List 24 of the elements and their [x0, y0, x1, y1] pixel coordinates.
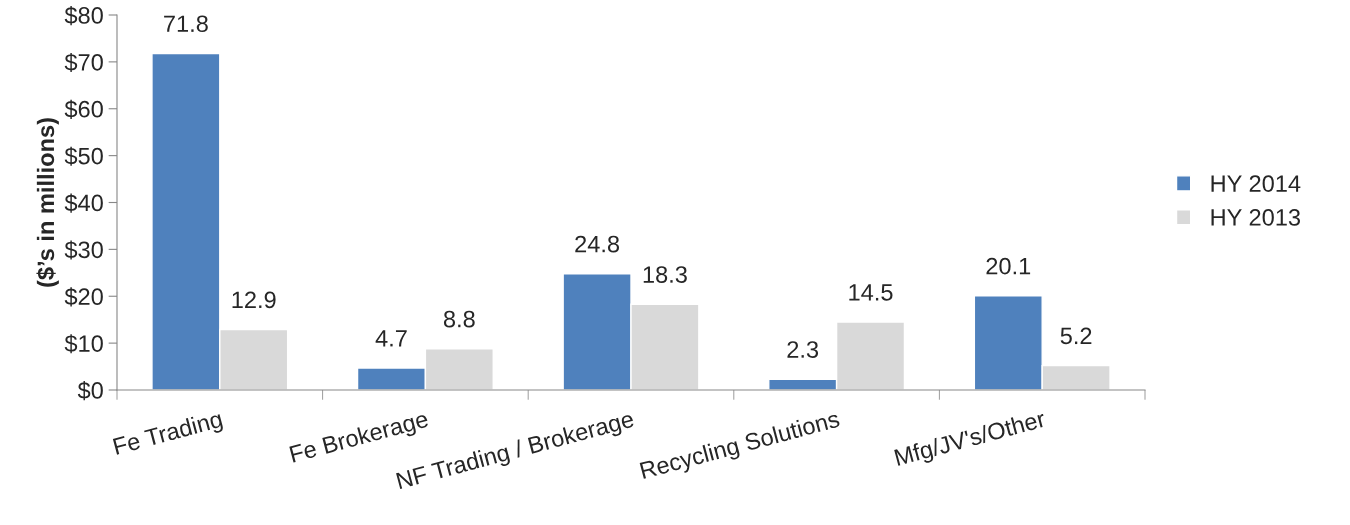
legend-label: HY 2013 [1211, 209, 1301, 226]
data-label: 2.3 [787, 341, 819, 358]
data-label: 24.8 [575, 235, 620, 253]
y-tick-label: $40 [64, 193, 103, 213]
y-tick-label: $30 [64, 240, 103, 260]
data-label: 8.8 [443, 310, 475, 328]
x-tick-label: Fe Trading [112, 409, 225, 460]
y-tick-label: $10 [64, 334, 103, 354]
data-label: 4.7 [375, 330, 407, 347]
data-label: 18.3 [643, 266, 687, 283]
data-label: 5.2 [1060, 327, 1092, 345]
data-label: 71.8 [164, 15, 208, 33]
data-label: 14.5 [849, 284, 893, 301]
y-tick-label: $70 [64, 52, 103, 73]
y-tick-label: $20 [64, 287, 103, 307]
x-tick-label: Recycling Solutions [639, 409, 842, 484]
y-tick-label: $60 [64, 99, 103, 119]
legend-label: HY 2014 [1211, 175, 1301, 192]
y-tick-label: $0 [77, 381, 103, 401]
y-axis-title: ($’s in millions) [36, 118, 59, 287]
data-label: 20.1 [986, 257, 1031, 275]
data-label: 12.9 [232, 291, 276, 309]
y-tick-label: $80 [64, 6, 103, 26]
y-tick-label: $50 [64, 146, 103, 166]
